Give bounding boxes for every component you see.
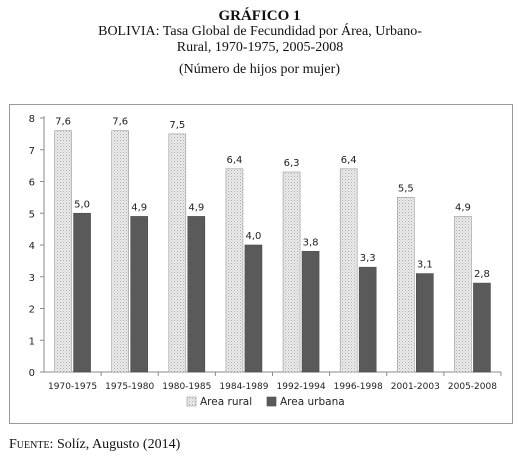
data-label-urban: 2,8 [474,269,490,280]
data-label-urban: 3,3 [360,253,376,264]
legend-swatch-rural [186,396,197,407]
bar-chart: 0 1 2 3 4 5 6 7 8 7,6 5,0 1970-1975 7,6 4,9 1975-1980 7… [29,114,502,408]
source-prefix: Fuente: [9,437,54,452]
source-note: Fuente: Solíz, Augusto (2014) [9,437,180,453]
data-label-rural: 4,9 [455,202,471,213]
bar-rural [111,130,129,373]
x-tick-label: 1992-1994 [277,382,326,392]
bar-urban [73,212,91,373]
y-tick-label: 7 [29,146,35,157]
data-label-rural: 6,3 [284,158,300,169]
data-label-urban: 5,0 [74,199,90,210]
y-tick-label: 5 [29,209,35,220]
data-label-urban: 3,1 [417,260,433,271]
bar-urban [187,216,206,373]
bar-rural [339,168,358,373]
chart-label: GRÁFICO 1 [218,8,301,24]
legend-label-rural: Area rural [200,396,252,408]
legend-label-urban: Area urbana [280,396,345,408]
bar-rural [54,130,72,373]
data-label-rural: 7,6 [112,117,128,128]
legend-swatch-urban [266,396,277,407]
bar-urban [358,266,377,373]
x-tick-label: 1970-1975 [48,382,97,392]
bar-urban [244,244,263,373]
x-tick-label: 2005-2008 [448,382,497,392]
chart-title: BOLIVIA: Tasa Global de Fecundidad por Á… [98,24,422,55]
bar-rural [282,171,301,373]
chart-subtitle: (Número de hijos por mujer) [179,62,340,77]
x-tick-label: 1984-1989 [219,382,268,392]
x-tick-label: 1980-1985 [162,382,211,392]
data-label-urban: 4,9 [131,202,147,213]
bar-rural [454,216,472,373]
data-label-urban: 3,8 [303,237,319,248]
y-tick-label: 4 [29,241,35,252]
bar-rural [168,133,187,373]
data-label-rural: 6,4 [341,155,357,166]
x-tick-label: 1996-1998 [334,382,383,392]
source-text: Solíz, Augusto (2014) [56,437,181,452]
bar-urban [416,273,434,373]
data-label-urban: 4,0 [245,231,261,242]
x-tick-label: 1975-1980 [105,382,154,392]
y-tick-label: 2 [29,305,35,316]
bar-urban [473,282,491,373]
data-label-rural: 7,5 [169,120,185,131]
bar-rural [397,197,415,373]
y-tick-label: 1 [29,336,35,347]
bar-rural [225,168,244,373]
bar-urban [130,216,148,373]
data-label-rural: 7,6 [55,117,71,128]
x-tick-label: 2001-2003 [391,382,440,392]
data-label-rural: 5,5 [398,183,414,194]
y-tick-label: 0 [29,368,35,379]
bar-urban [301,251,320,373]
data-label-urban: 4,9 [188,202,204,213]
y-tick-label: 3 [29,273,35,284]
y-tick-label: 8 [29,114,35,125]
data-label-rural: 6,4 [226,155,242,166]
y-tick-label: 6 [29,178,35,189]
